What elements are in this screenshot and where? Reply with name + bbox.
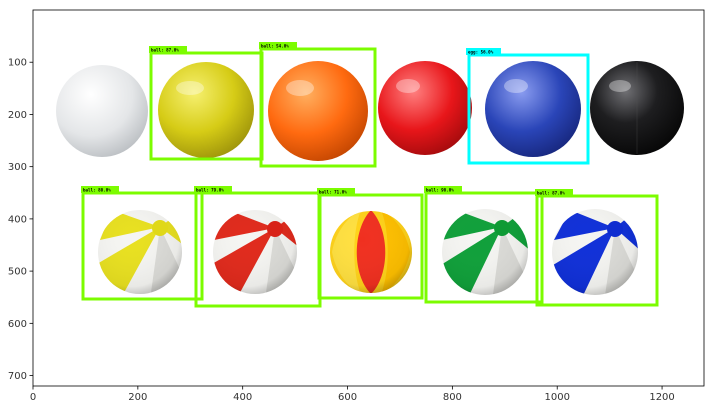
detection-box-8: ball: 87.0% — [535, 189, 659, 307]
detection-box-3: egg: 56.0% — [466, 48, 590, 165]
red-ball — [378, 61, 472, 155]
detection-box-6: ball: 71.0% — [317, 188, 424, 300]
orange-ball — [268, 61, 368, 161]
x-tick-label-800: 800 — [443, 392, 462, 403]
detection-label-5: ball: 79.0% — [196, 188, 224, 193]
detection-box-2: ball: 54.0% — [259, 42, 377, 168]
blue-ball — [485, 61, 581, 157]
detection-box-4: ball: 80.0% — [81, 186, 204, 301]
y-tick-label-300: 300 — [8, 162, 27, 173]
y-tick-label-100: 100 — [8, 58, 27, 69]
x-axis: 0 200 400 600 800 1000 1200 — [30, 386, 675, 403]
white-ball — [56, 65, 148, 157]
y-tick-label-500: 500 — [8, 267, 27, 278]
x-tick-label-1000: 1000 — [544, 392, 569, 403]
detection-label-3: egg: 56.0% — [468, 50, 494, 55]
image-area — [33, 10, 704, 386]
axes-frame — [32, 9, 705, 387]
detection-label-2: ball: 54.0% — [261, 44, 289, 49]
y-tick-label-200: 200 — [8, 110, 27, 121]
x-tick-label-0: 0 — [30, 392, 36, 403]
detection-label-1: ball: 87.0% — [151, 48, 179, 53]
x-tick-label-400: 400 — [233, 392, 252, 403]
detection-label-8: ball: 87.0% — [537, 191, 565, 196]
y-tick-label-400: 400 — [8, 214, 27, 225]
x-tick-label-600: 600 — [338, 392, 357, 403]
y-tick-label-700: 700 — [8, 371, 27, 382]
y-tick-label-600: 600 — [8, 319, 27, 330]
x-tick-label-200: 200 — [128, 392, 147, 403]
beach-ball-red-yellow — [330, 211, 412, 293]
x-tick-label-1200: 1200 — [649, 392, 674, 403]
detection-label-6: ball: 71.0% — [319, 190, 347, 195]
y-axis: 100 200 300 400 500 600 700 — [8, 58, 33, 382]
detection-label-7: ball: 90.0% — [426, 188, 454, 193]
yellow-ball — [158, 62, 254, 158]
detection-label-4: ball: 80.0% — [83, 188, 111, 193]
black-ball — [590, 61, 684, 155]
detection-box-7: ball: 90.0% — [424, 186, 544, 304]
